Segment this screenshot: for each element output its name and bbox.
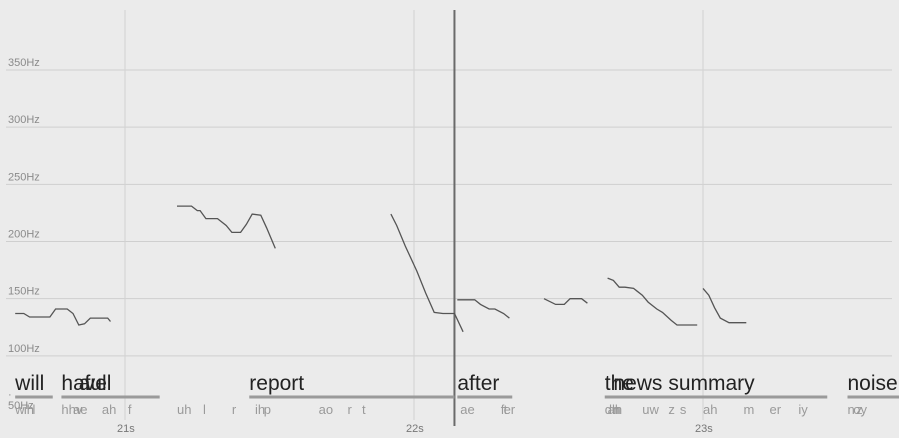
word-label: news bbox=[613, 372, 662, 395]
word-label: full bbox=[85, 372, 112, 395]
pitch-contour bbox=[607, 277, 698, 326]
phone-label: er bbox=[504, 402, 516, 417]
phone-label: n bbox=[848, 402, 855, 417]
y-axis-minor-mark: · bbox=[8, 389, 12, 401]
phone-label: uw bbox=[642, 402, 659, 417]
pitch-contour bbox=[457, 299, 510, 319]
x-tick-label: 22s bbox=[406, 423, 424, 435]
phone-label: hh bbox=[61, 402, 75, 417]
phone-label: ae bbox=[460, 402, 474, 417]
phone-label: iy bbox=[798, 402, 808, 417]
phone-label: t bbox=[504, 402, 508, 417]
time-axis-labels: 21s 22s 23s bbox=[117, 423, 713, 435]
horizontal-gridlines bbox=[6, 69, 892, 357]
word-label: will bbox=[14, 372, 44, 395]
pitch-contour bbox=[702, 287, 747, 324]
x-tick-label: 21s bbox=[117, 423, 135, 435]
phone-label: t bbox=[362, 402, 366, 417]
phone-label: uh bbox=[177, 402, 191, 417]
phone-label: z bbox=[668, 402, 675, 417]
pitch-contour bbox=[543, 298, 588, 306]
y-tick-label: 250Hz bbox=[8, 171, 40, 183]
phone-label: v bbox=[76, 402, 83, 417]
pitch-contour bbox=[177, 205, 276, 249]
phone-label: l bbox=[33, 402, 36, 417]
phone-label: ih bbox=[255, 402, 265, 417]
y-tick-label: 150Hz bbox=[8, 286, 40, 298]
pitch-contour bbox=[15, 308, 112, 326]
phone-label: ao bbox=[319, 402, 333, 417]
phone-label: ah bbox=[102, 402, 116, 417]
y-tick-label: 300Hz bbox=[8, 114, 40, 126]
word-label: a bbox=[79, 372, 91, 395]
phone-label: l bbox=[203, 402, 206, 417]
word-label: the bbox=[605, 372, 634, 395]
phone-label: ae bbox=[73, 402, 87, 417]
phone-label: f bbox=[128, 402, 132, 417]
y-axis-labels: 50Hz 100Hz 150Hz 200Hz 250Hz 300Hz 350Hz bbox=[8, 57, 40, 412]
word-label: report bbox=[249, 372, 304, 395]
phone-label: p bbox=[264, 402, 271, 417]
word-label: noise bbox=[848, 372, 898, 395]
phone-label: dh bbox=[605, 402, 619, 417]
x-tick-label: 23s bbox=[695, 423, 713, 435]
y-tick-label: 100Hz bbox=[8, 343, 40, 355]
phone-label: oy bbox=[853, 402, 867, 417]
phone-label: r bbox=[348, 402, 353, 417]
y-tick-label: 200Hz bbox=[8, 229, 40, 241]
pitch-contour bbox=[390, 213, 464, 333]
pitch-contours bbox=[15, 205, 747, 333]
phone-label: ih bbox=[24, 402, 34, 417]
word-label: have bbox=[61, 372, 107, 395]
phone-label: er bbox=[769, 402, 781, 417]
phone-label: r bbox=[232, 402, 237, 417]
phone-label: ah bbox=[703, 402, 717, 417]
phone-label: w bbox=[14, 402, 25, 417]
y-tick-label: 50Hz bbox=[8, 400, 34, 412]
phone-label: m bbox=[743, 402, 754, 417]
phone-label: n bbox=[613, 402, 620, 417]
phone-label: ah bbox=[608, 402, 622, 417]
word-label: after bbox=[457, 372, 499, 395]
phone-label: f bbox=[501, 402, 505, 417]
phone-label: z bbox=[856, 402, 863, 417]
y-tick-label: 350Hz bbox=[8, 57, 40, 69]
phone-label: s bbox=[680, 402, 687, 417]
vertical-gridlines bbox=[124, 10, 704, 420]
word-label: summary bbox=[668, 372, 755, 395]
